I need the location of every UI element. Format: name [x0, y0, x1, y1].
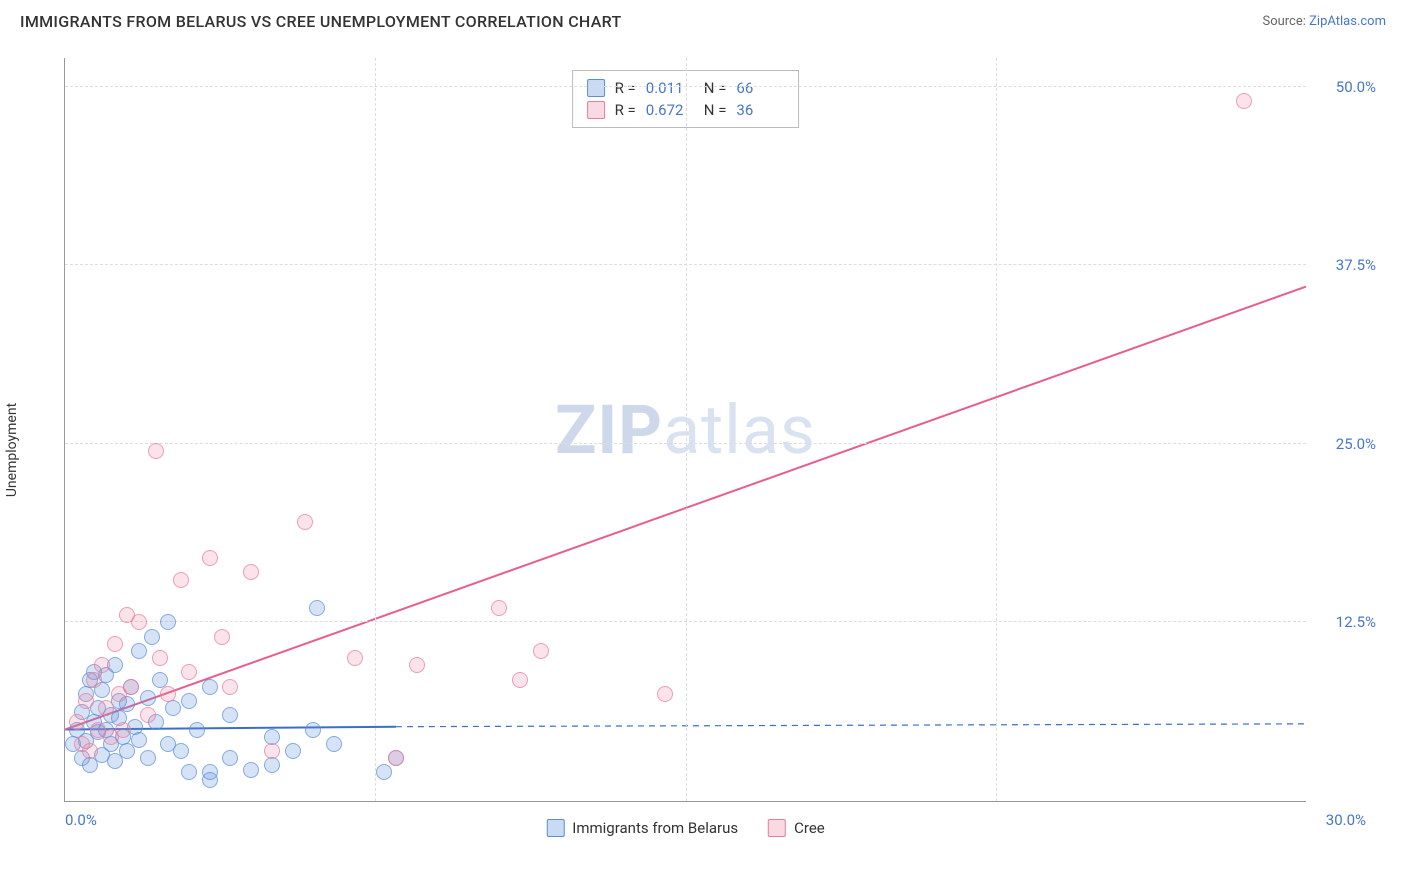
scatter-point: [173, 572, 189, 588]
swatch-blue-icon: [587, 79, 605, 97]
scatter-point: [86, 672, 102, 688]
scatter-point: [69, 714, 85, 730]
scatter-point: [409, 657, 425, 673]
n-label: N =: [704, 101, 727, 119]
chart-header: IMMIGRANTS FROM BELARUS VS CREE UNEMPLOY…: [0, 0, 1406, 39]
scatter-point: [491, 600, 507, 616]
scatter-point: [533, 643, 549, 659]
scatter-point: [1236, 93, 1252, 109]
n-label: N =: [704, 79, 727, 97]
scatter-point: [285, 743, 301, 759]
scatter-point: [152, 650, 168, 666]
scatter-point: [347, 650, 363, 666]
scatter-point: [264, 743, 280, 759]
swatch-pink-icon: [768, 819, 786, 837]
y-tick-label: 50.0%: [1316, 78, 1376, 96]
swatch-blue-icon: [546, 819, 564, 837]
scatter-point: [376, 764, 392, 780]
y-tick-label: 25.0%: [1316, 435, 1376, 453]
scatter-point: [140, 690, 156, 706]
legend-item-pink: Cree: [768, 819, 825, 837]
scatter-point: [222, 679, 238, 695]
y-tick-label: 12.5%: [1316, 613, 1376, 631]
scatter-point: [243, 564, 259, 580]
legend-label-blue: Immigrants from Belarus: [572, 819, 738, 837]
watermark-zip: ZIP: [555, 390, 663, 470]
legend-label-pink: Cree: [794, 819, 825, 837]
scatter-point: [264, 757, 280, 773]
scatter-point: [115, 722, 131, 738]
scatter-point: [131, 643, 147, 659]
scatter-point: [119, 743, 135, 759]
scatter-point: [165, 700, 181, 716]
legend-item-blue: Immigrants from Belarus: [546, 819, 738, 837]
source-link[interactable]: ZipAtlas.com: [1309, 14, 1386, 29]
scatter-point: [123, 679, 139, 695]
scatter-point: [82, 743, 98, 759]
chart-title: IMMIGRANTS FROM BELARUS VS CREE UNEMPLOY…: [20, 12, 622, 31]
scatter-point: [131, 614, 147, 630]
scatter-point: [140, 750, 156, 766]
gridline-v: [996, 58, 997, 801]
scatter-point: [297, 514, 313, 530]
scatter-point: [326, 736, 342, 752]
gridline-v: [686, 58, 687, 801]
scatter-point: [181, 664, 197, 680]
scatter-point: [309, 600, 325, 616]
scatter-point: [173, 743, 189, 759]
y-tick-label: 37.5%: [1316, 256, 1376, 274]
scatter-point: [202, 764, 218, 780]
scatter-point: [243, 762, 259, 778]
scatter-point: [388, 750, 404, 766]
scatter-point: [181, 764, 197, 780]
source-attribution: Source: ZipAtlas.com: [1262, 14, 1386, 29]
scatter-point: [78, 693, 94, 709]
scatter-point: [160, 614, 176, 630]
source-label: Source:: [1262, 14, 1309, 29]
scatter-point: [214, 629, 230, 645]
chart-container: Unemployment ZIPatlas R = 0.011 N = 66 R…: [40, 48, 1386, 852]
scatter-point: [160, 686, 176, 702]
r-label: R =: [615, 101, 636, 119]
scatter-point: [202, 679, 218, 695]
scatter-point: [222, 750, 238, 766]
scatter-point: [140, 707, 156, 723]
r-value-pink: 0.672: [646, 101, 694, 119]
scatter-point: [657, 686, 673, 702]
r-label: R =: [615, 79, 636, 97]
y-axis-label: Unemployment: [4, 403, 20, 497]
r-value-blue: 0.011: [646, 79, 694, 97]
scatter-point: [512, 672, 528, 688]
scatter-point: [94, 657, 110, 673]
scatter-point: [107, 636, 123, 652]
scatter-point: [189, 722, 205, 738]
swatch-pink-icon: [587, 101, 605, 119]
n-value-blue: 66: [736, 79, 784, 97]
series-legend: Immigrants from Belarus Cree: [546, 819, 824, 837]
scatter-point: [148, 443, 164, 459]
scatter-point: [222, 707, 238, 723]
gridline-v: [375, 58, 376, 801]
scatter-point: [181, 693, 197, 709]
x-tick-min: 0.0%: [65, 811, 97, 829]
scatter-point: [144, 629, 160, 645]
x-tick-max: 30.0%: [1306, 811, 1366, 829]
plot-area: ZIPatlas R = 0.011 N = 66 R = 0.672 N = …: [64, 58, 1306, 802]
scatter-point: [202, 550, 218, 566]
scatter-point: [305, 722, 321, 738]
trend-line-extension: [396, 724, 1306, 727]
n-value-pink: 36: [736, 101, 784, 119]
scatter-point: [98, 700, 114, 716]
scatter-point: [131, 732, 147, 748]
